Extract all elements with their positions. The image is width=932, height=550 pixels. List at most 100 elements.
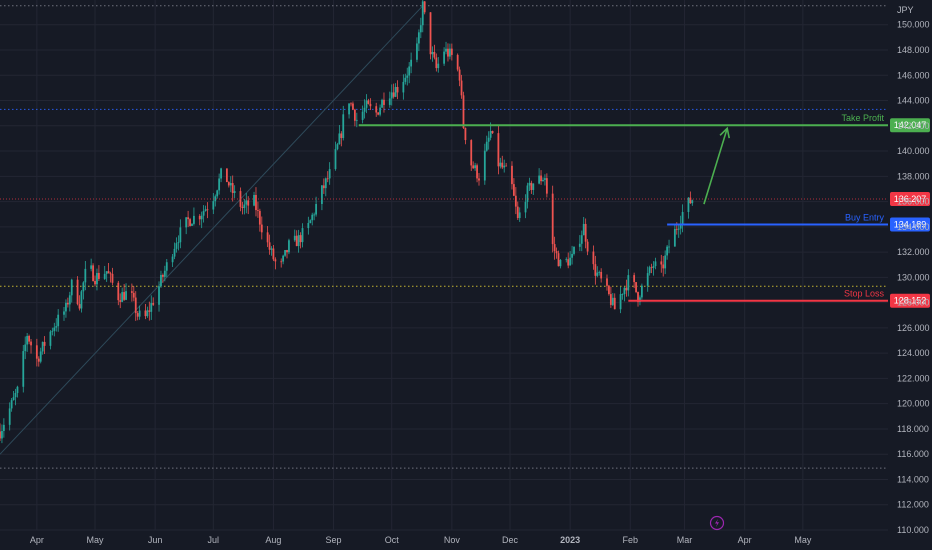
time-axis[interactable]: Apr May Jun Jul Aug Sep Oct Nov Dec 2023 Feb Mar Apr…: [30, 535, 812, 545]
candle-body: [179, 227, 182, 243]
level-price-tag[interactable]: [890, 293, 930, 308]
candle-body: [328, 169, 331, 179]
candle-body: [460, 80, 463, 96]
candle-body: [406, 75, 409, 78]
candle-body: [600, 271, 603, 279]
candle-body: [266, 232, 269, 243]
candle-body: [94, 281, 96, 285]
x-tick-label: Sep: [326, 535, 342, 545]
y-tick-label: 142.000: [897, 121, 930, 131]
candle-body: [598, 271, 601, 273]
x-tick-label: Dec: [502, 535, 519, 545]
candle-body: [98, 272, 100, 279]
candle-body: [313, 214, 316, 216]
lightning-icon[interactable]: [709, 515, 725, 531]
candle-body: [431, 51, 434, 55]
candle-body: [472, 165, 475, 169]
candle-body: [185, 217, 188, 228]
candle-body: [171, 256, 174, 263]
candle-body: [121, 292, 124, 302]
candle-body: [514, 195, 517, 207]
candle-body: [57, 314, 60, 327]
candle-body: [286, 250, 288, 253]
candle-body: [379, 107, 381, 115]
y-tick-label: 110.000: [897, 525, 929, 535]
candle-body: [555, 251, 558, 254]
candle-body: [478, 178, 480, 181]
candle-body: [158, 286, 160, 305]
candle-body: [218, 178, 221, 191]
candle-body: [315, 203, 317, 215]
candle-body: [10, 400, 13, 409]
candle-body: [307, 222, 310, 229]
trendline-segment[interactable]: [0, 5, 424, 455]
candle-body: [125, 291, 127, 300]
candle-body: [204, 209, 207, 212]
candle-body: [513, 184, 515, 196]
candle-body: [293, 235, 296, 241]
x-tick-label: Apr: [30, 535, 44, 545]
candle-body: [253, 194, 255, 206]
y-tick-label: 144.000: [897, 96, 930, 106]
candle-body: [652, 266, 655, 268]
arrow-shaft[interactable]: [703, 128, 728, 205]
arrow-head[interactable]: [719, 126, 731, 139]
candle-body: [41, 341, 44, 352]
level-price-text: 128.152: [894, 296, 927, 306]
candle-body: [679, 224, 682, 229]
candle-body: [107, 271, 110, 274]
candle-body: [227, 182, 230, 186]
candle-body: [117, 282, 120, 301]
level-price-tag[interactable]: [890, 118, 930, 133]
candle-body: [505, 165, 508, 167]
candle-body: [84, 268, 87, 283]
candle-body: [662, 264, 665, 269]
candle-body: [450, 48, 453, 55]
trendline[interactable]: [0, 5, 424, 455]
candle-body: [544, 178, 546, 180]
candle-body: [637, 292, 639, 303]
y-tick-label: 132.000: [897, 247, 930, 257]
candle-body: [348, 103, 350, 115]
candle-body: [499, 162, 502, 167]
candle-body: [92, 265, 94, 282]
candle-body: [691, 200, 694, 204]
current-price-tag[interactable]: [890, 191, 930, 206]
price-axis[interactable]: 150.000 148.000 146.000 144.000 142.000 140.0…: [897, 20, 930, 535]
candle-body: [640, 285, 643, 298]
candle-body: [193, 215, 195, 224]
level-price-text: 142.047: [894, 120, 927, 130]
candle-body: [272, 248, 275, 260]
candle-body: [22, 351, 25, 387]
x-tick-label: May: [794, 535, 812, 545]
candle-body: [334, 149, 337, 170]
candle-body: [160, 274, 162, 287]
candle-body: [408, 66, 411, 76]
candle-body: [449, 48, 451, 57]
candle-body: [165, 262, 168, 271]
candle-body: [109, 273, 112, 275]
candle-body: [175, 243, 178, 249]
candle-body: [594, 264, 597, 276]
trade-levels[interactable]: Take Profit 142.047 Buy Entry 134.189 Stop L…: [0, 113, 930, 308]
candle-body: [65, 302, 67, 312]
candle-body: [309, 220, 312, 223]
candle-body: [363, 107, 366, 112]
candle-body: [416, 43, 418, 60]
candle-body: [650, 267, 653, 269]
candle-body: [80, 291, 83, 309]
candle-body: [654, 261, 657, 267]
candle-body: [191, 223, 193, 226]
candle-body: [355, 119, 358, 121]
candle-body: [82, 282, 85, 292]
arrow-annotation[interactable]: [703, 126, 731, 205]
candle-body: [664, 255, 667, 269]
candle-body: [297, 235, 300, 247]
level-price-tag[interactable]: [890, 217, 930, 232]
current-price-text: 136.207: [894, 194, 927, 204]
candle-body: [553, 244, 556, 252]
candle-body: [288, 240, 290, 253]
candlesticks: [0, 0, 694, 444]
